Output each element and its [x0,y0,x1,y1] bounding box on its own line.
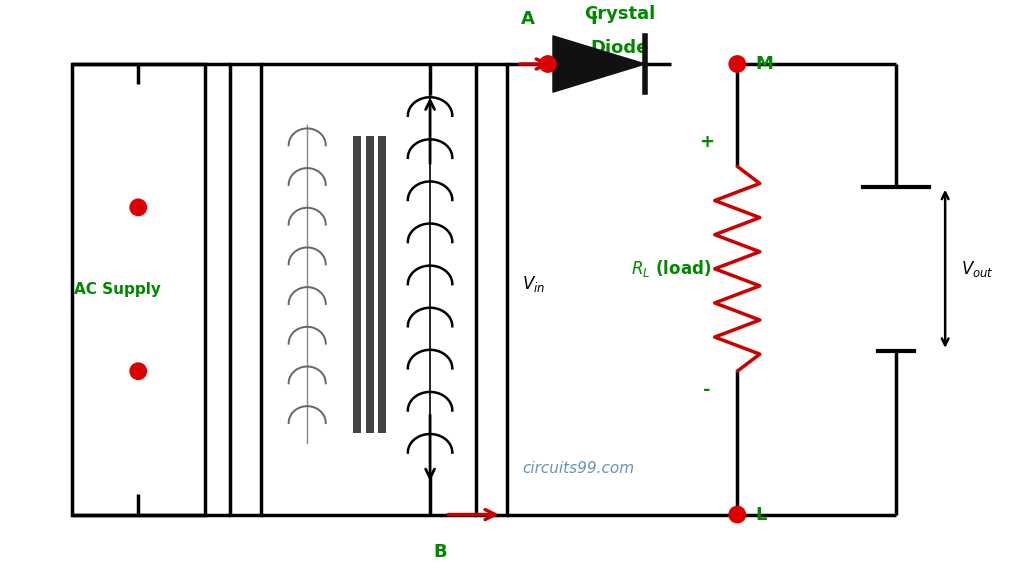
Circle shape [130,199,146,215]
Text: $\mathit{V}_{out}$: $\mathit{V}_{out}$ [961,259,993,279]
Circle shape [729,506,745,523]
Text: A: A [520,10,535,28]
Text: M: M [756,55,773,73]
Text: $\mathit{V}_{in}$: $\mathit{V}_{in}$ [522,274,546,294]
Bar [230,64,261,514]
Circle shape [540,56,556,72]
Text: I: I [591,10,597,28]
Text: L: L [756,506,767,524]
Text: circuits99.com: circuits99.com [522,461,635,476]
Text: AC Supply: AC Supply [75,282,161,297]
Bar [378,136,386,433]
Text: Diode: Diode [590,39,649,58]
Text: -: - [702,381,711,399]
Bar [353,136,361,433]
Circle shape [130,363,146,380]
Circle shape [729,56,745,72]
Text: B: B [433,543,447,561]
Polygon shape [553,36,645,92]
Text: Crystal: Crystal [584,5,655,22]
Text: $R_L$ (load): $R_L$ (load) [632,258,712,279]
Bar [476,64,507,514]
Bar [366,136,374,433]
Text: +: + [699,133,714,151]
Bar [72,64,205,514]
